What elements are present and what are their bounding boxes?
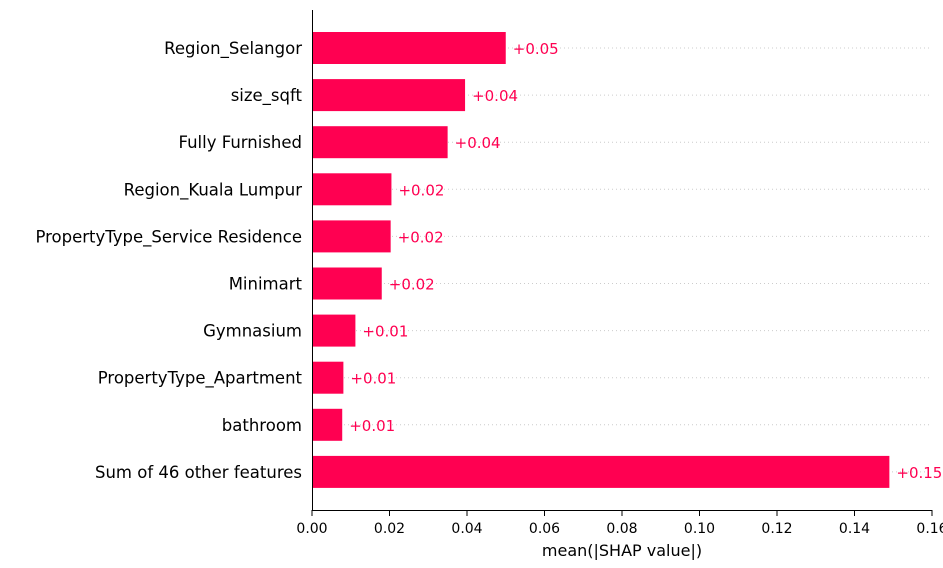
category-label: PropertyType_Apartment — [98, 369, 303, 389]
data-label: +0.01 — [350, 370, 396, 388]
bar — [312, 361, 344, 394]
data-label: +0.02 — [389, 276, 435, 294]
bar — [312, 455, 890, 488]
category-label: Region_Kuala Lumpur — [124, 180, 303, 200]
data-label: +0.01 — [362, 323, 408, 341]
data-label: +0.02 — [398, 181, 444, 199]
data-label: +0.01 — [349, 417, 395, 435]
x-tick-label: 0.10 — [684, 521, 715, 537]
x-tick-label: 0.12 — [761, 521, 792, 537]
bar — [312, 173, 392, 206]
x-tick-label: 0.06 — [529, 521, 560, 537]
category-label: Gymnasium — [203, 322, 302, 341]
category-label: Fully Furnished — [179, 133, 302, 152]
data-label: +0.04 — [455, 134, 501, 152]
label-layer: Region_Selangor +0.05 size_sqft +0.04 Fully … — [35, 39, 942, 482]
category-label: bathroom — [222, 416, 302, 435]
category-label: size_sqft — [231, 86, 303, 106]
x-tick-label: 0.14 — [839, 521, 870, 537]
data-label: +0.05 — [513, 40, 559, 58]
category-label: PropertyType_Service Residence — [35, 227, 302, 247]
x-tick-label: 0.00 — [296, 521, 327, 537]
tick-layer: 0.00 0.02 0.04 0.06 0.08 0.10 0.12 0.14 0.16 — [296, 510, 943, 537]
category-label: Minimart — [229, 275, 303, 294]
grid-layer — [312, 47, 932, 473]
bar-layer — [312, 32, 890, 488]
x-tick-label: 0.02 — [374, 521, 405, 537]
bar — [312, 314, 356, 347]
bar — [312, 220, 391, 253]
x-tick-label: 0.08 — [606, 521, 637, 537]
x-axis-title: mean(|SHAP value|) — [542, 541, 702, 560]
data-label: +0.15 — [896, 464, 942, 482]
bar — [312, 79, 466, 112]
bar — [312, 408, 343, 441]
x-tick-label: 0.16 — [916, 521, 943, 537]
bar — [312, 267, 382, 300]
category-label: Sum of 46 other features — [95, 463, 302, 482]
category-label: Region_Selangor — [164, 39, 302, 59]
bar — [312, 32, 506, 64]
bar — [312, 126, 448, 159]
x-tick-label: 0.04 — [451, 521, 482, 537]
data-label: +0.02 — [398, 228, 444, 246]
data-label: +0.04 — [472, 87, 518, 105]
